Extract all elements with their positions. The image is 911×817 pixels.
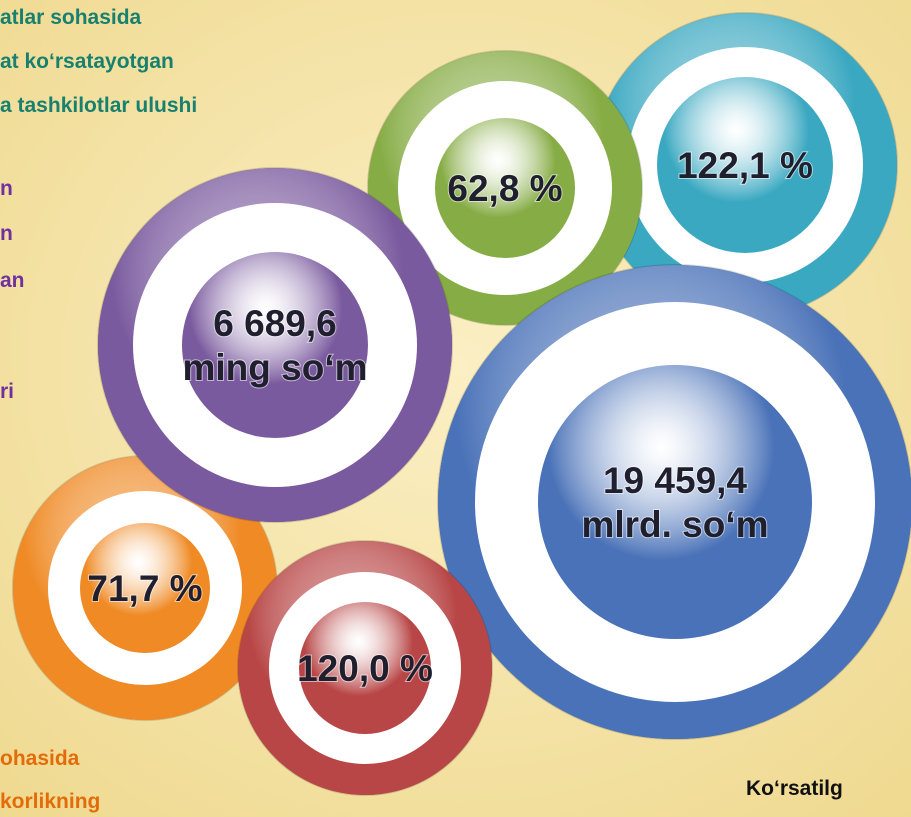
- inner-disc: [299, 602, 431, 734]
- inner-disc: [435, 118, 575, 258]
- circle-label: 19 459,4: [603, 460, 747, 501]
- left-text: n n an ri: [0, 177, 25, 403]
- text-line: ohasida: [0, 747, 80, 770]
- top-text: atlar sohasida at ko‘rsatayotgan a tashk…: [0, 6, 197, 117]
- inner-disc: [657, 77, 833, 253]
- text-line: korlikning: [0, 790, 100, 813]
- circle-label: 122,1 %: [677, 145, 813, 186]
- circle-label: 62,8 %: [447, 168, 562, 209]
- ring-circle: 62,8 %: [367, 50, 643, 326]
- bottom-right-text: Ko‘rsatilg: [746, 777, 843, 800]
- circle-label: 6 689,6: [213, 303, 336, 344]
- circle-label: ming so‘m: [182, 347, 367, 388]
- inner-disc: [538, 365, 812, 639]
- bottom-left-text: ohasida korlikning: [0, 747, 100, 813]
- text-line: n: [0, 177, 13, 200]
- inner-disc: [80, 523, 210, 653]
- text-line: at ko‘rsatayotgan: [0, 50, 174, 73]
- circle-label: 120,0 %: [297, 648, 433, 689]
- inner-disc: [182, 252, 368, 438]
- ring-circle: 120,0 %: [237, 540, 493, 796]
- circle-label: 71,7 %: [87, 568, 202, 609]
- text-line: atlar sohasida: [0, 6, 142, 29]
- ring-circle: 122,1 %: [592, 12, 898, 318]
- text-line: ri: [0, 380, 14, 403]
- text-line: an: [0, 269, 25, 292]
- ring-circle: 71,7 %: [12, 455, 278, 721]
- text-line: n: [0, 222, 13, 245]
- text-line: a tashkilotlar ulushi: [0, 94, 197, 117]
- circle-label: mlrd. so‘m: [581, 504, 768, 545]
